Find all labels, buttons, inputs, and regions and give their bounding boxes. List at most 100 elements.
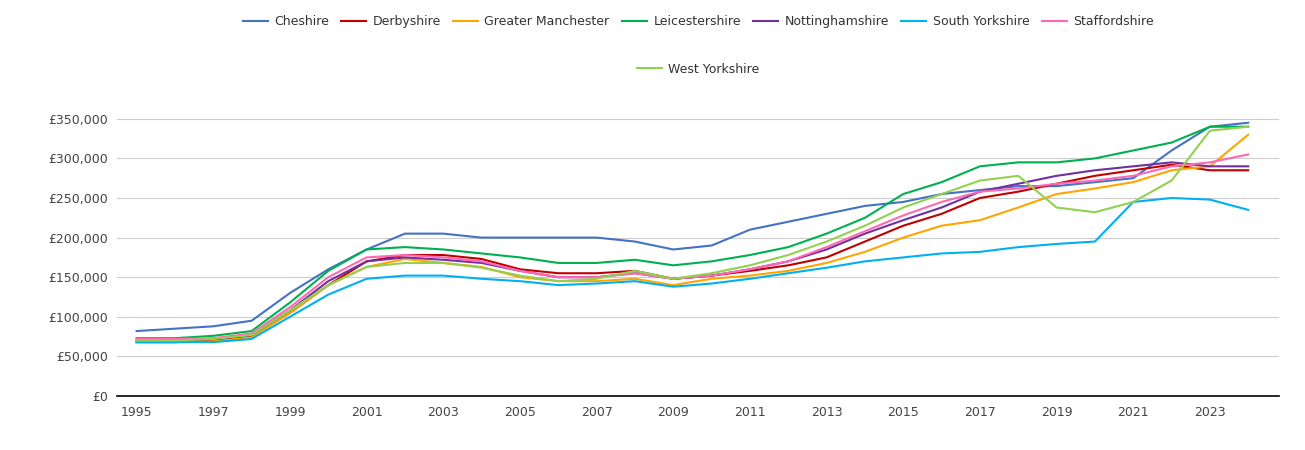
Staffordshire (129, 336, 145, 342)
Cheshire (129, 328, 145, 334)
Greater Manchester (628, 276, 643, 282)
Leicestershire (589, 260, 604, 265)
West Yorkshire (551, 279, 566, 284)
Leicestershire (895, 191, 911, 197)
Leicestershire (512, 255, 527, 260)
Cheshire (1164, 148, 1180, 153)
Leicestershire (436, 247, 452, 252)
Greater Manchester (972, 217, 988, 223)
Cheshire (972, 187, 988, 193)
Leicestershire (818, 231, 834, 236)
South Yorkshire (474, 276, 489, 282)
Derbyshire (818, 255, 834, 260)
Derbyshire (359, 259, 375, 264)
Leicestershire (743, 252, 758, 258)
Leicestershire (205, 333, 221, 338)
Nottinghamshire (1087, 167, 1103, 173)
Leicestershire (666, 263, 681, 268)
Leicestershire (1125, 148, 1141, 153)
Greater Manchester (167, 339, 183, 345)
Leicestershire (628, 257, 643, 262)
Leicestershire (167, 336, 183, 341)
Derbyshire (703, 273, 719, 278)
West Yorkshire (1049, 205, 1065, 210)
Staffordshire (666, 276, 681, 282)
South Yorkshire (167, 339, 183, 345)
Derbyshire (167, 339, 183, 345)
Staffordshire (1202, 160, 1218, 165)
Staffordshire (397, 252, 412, 258)
Nottinghamshire (818, 247, 834, 252)
Nottinghamshire (1202, 164, 1218, 169)
Greater Manchester (512, 274, 527, 280)
West Yorkshire (895, 205, 911, 210)
Nottinghamshire (205, 336, 221, 342)
Cheshire (703, 243, 719, 248)
Greater Manchester (205, 339, 221, 344)
Nottinghamshire (1049, 173, 1065, 179)
Greater Manchester (436, 260, 452, 265)
South Yorkshire (129, 339, 145, 345)
West Yorkshire (1125, 199, 1141, 205)
Greater Manchester (1087, 186, 1103, 191)
Cheshire (359, 247, 375, 252)
Nottinghamshire (512, 268, 527, 274)
Greater Manchester (818, 260, 834, 265)
West Yorkshire (205, 336, 221, 342)
Derbyshire (743, 268, 758, 274)
Leicestershire (551, 260, 566, 265)
Line: South Yorkshire: South Yorkshire (137, 198, 1249, 342)
Nottinghamshire (244, 332, 260, 338)
Nottinghamshire (551, 274, 566, 280)
Leicestershire (703, 259, 719, 264)
Staffordshire (512, 268, 527, 274)
Staffordshire (703, 273, 719, 278)
Nottinghamshire (397, 255, 412, 260)
Nottinghamshire (359, 259, 375, 264)
Cheshire (321, 266, 337, 272)
South Yorkshire (934, 251, 950, 256)
South Yorkshire (512, 279, 527, 284)
Greater Manchester (359, 264, 375, 270)
West Yorkshire (436, 260, 452, 265)
Cheshire (282, 290, 298, 296)
Leicestershire (780, 244, 796, 250)
South Yorkshire (895, 255, 911, 260)
Greater Manchester (934, 223, 950, 229)
Nottinghamshire (282, 308, 298, 313)
West Yorkshire (512, 273, 527, 278)
West Yorkshire (743, 263, 758, 268)
Derbyshire (321, 283, 337, 288)
Leicestershire (1049, 160, 1065, 165)
Staffordshire (1049, 181, 1065, 186)
Cheshire (397, 231, 412, 236)
Cheshire (589, 235, 604, 240)
Leicestershire (1164, 140, 1180, 145)
South Yorkshire (321, 292, 337, 297)
Staffordshire (551, 274, 566, 280)
Cheshire (857, 203, 873, 209)
Nottinghamshire (743, 266, 758, 272)
South Yorkshire (589, 281, 604, 286)
Greater Manchester (321, 283, 337, 288)
Nottinghamshire (436, 257, 452, 262)
Nottinghamshire (474, 260, 489, 265)
West Yorkshire (818, 239, 834, 244)
South Yorkshire (743, 276, 758, 282)
Leicestershire (359, 247, 375, 252)
West Yorkshire (359, 264, 375, 270)
South Yorkshire (1125, 199, 1141, 205)
West Yorkshire (244, 332, 260, 338)
South Yorkshire (359, 276, 375, 282)
Staffordshire (1241, 152, 1257, 157)
Leicestershire (474, 251, 489, 256)
West Yorkshire (589, 276, 604, 282)
Greater Manchester (666, 283, 681, 288)
Cheshire (1087, 180, 1103, 185)
Greater Manchester (1202, 164, 1218, 169)
Greater Manchester (1125, 180, 1141, 185)
Greater Manchester (1241, 132, 1257, 137)
Leicestershire (129, 336, 145, 341)
Nottinghamshire (167, 338, 183, 343)
Staffordshire (780, 259, 796, 264)
